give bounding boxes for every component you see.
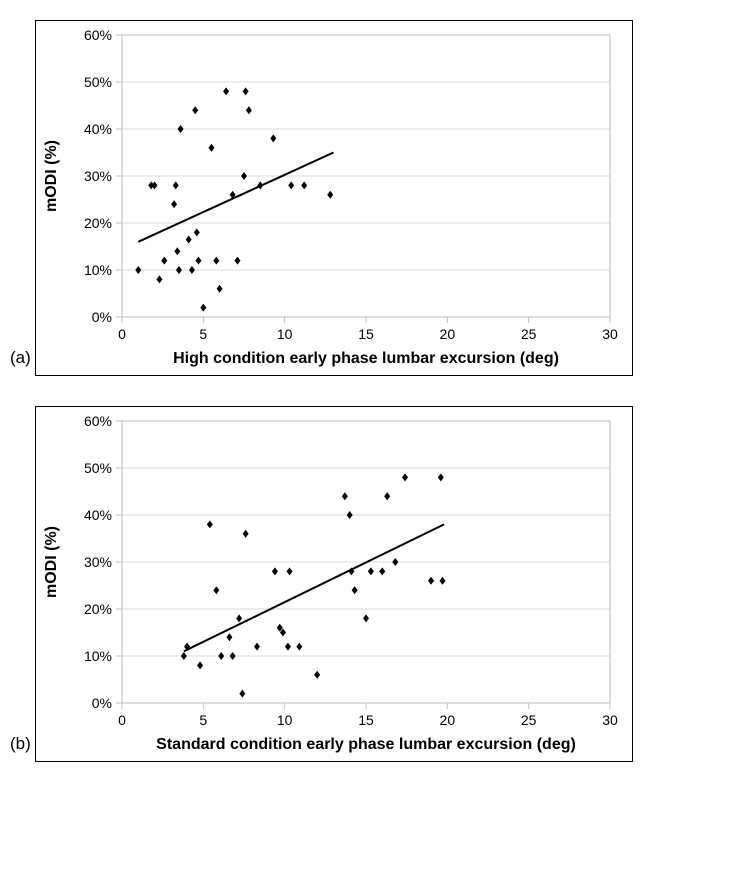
x-tick-label: 10 [277,712,293,728]
x-tick-label: 15 [358,326,374,342]
x-axis-label: High condition early phase lumbar excurs… [173,350,559,367]
x-tick-label: 25 [521,712,537,728]
y-tick-label: 20% [84,215,112,231]
chart-box: 0 5 10 15 20 25 30 0% 10% 20% 30% 40% 50% 60% Standard… [35,406,633,762]
x-tick-label: 10 [277,326,293,342]
chart-box: 0 5 10 15 20 25 30 0% 10% 20% 30% 40% 50% 60% High con… [35,20,633,376]
y-tick-label: 0% [92,695,112,711]
panel-label: (b) [10,734,31,754]
y-tick-label: 60% [84,27,112,43]
x-tick-label: 0 [118,712,126,728]
y-tick-label: 0% [92,309,112,325]
y-tick-label: 20% [84,601,112,617]
x-tick-label: 15 [358,712,374,728]
y-tick-label: 30% [84,554,112,570]
x-tick-label: 30 [602,326,618,342]
chart-bg [36,407,632,761]
x-tick-label: 30 [602,712,618,728]
panel-label: (a) [10,348,31,368]
y-tick-label: 30% [84,168,112,184]
y-tick-label: 10% [84,262,112,278]
y-tick-label: 10% [84,648,112,664]
panel-0: (a) 0 5 10 15 20 25 30 0% 10% 20% 30% 40% 50% 60% High … [10,20,723,376]
x-tick-label: 5 [199,712,207,728]
y-tick-label: 50% [84,460,112,476]
x-tick-label: 5 [199,326,207,342]
y-axis-label: mODI (%) [43,526,60,598]
x-tick-label: 20 [439,712,455,728]
x-axis-label: Standard condition early phase lumbar ex… [156,736,576,753]
x-tick-label: 20 [439,326,455,342]
y-tick-label: 40% [84,507,112,523]
y-tick-label: 40% [84,121,112,137]
x-tick-label: 25 [521,326,537,342]
chart-bg [36,21,632,375]
y-axis-label: mODI (%) [43,140,60,212]
y-tick-label: 50% [84,74,112,90]
panel-1: (b) 0 5 10 15 20 25 30 0% 10% 20% 30% 40% 50% 60% Stand… [10,406,723,762]
figure-root: (a)0510152025300%10%20%30%40%50%60%High … [10,20,723,762]
x-tick-label: 0 [118,326,126,342]
y-tick-label: 60% [84,413,112,429]
